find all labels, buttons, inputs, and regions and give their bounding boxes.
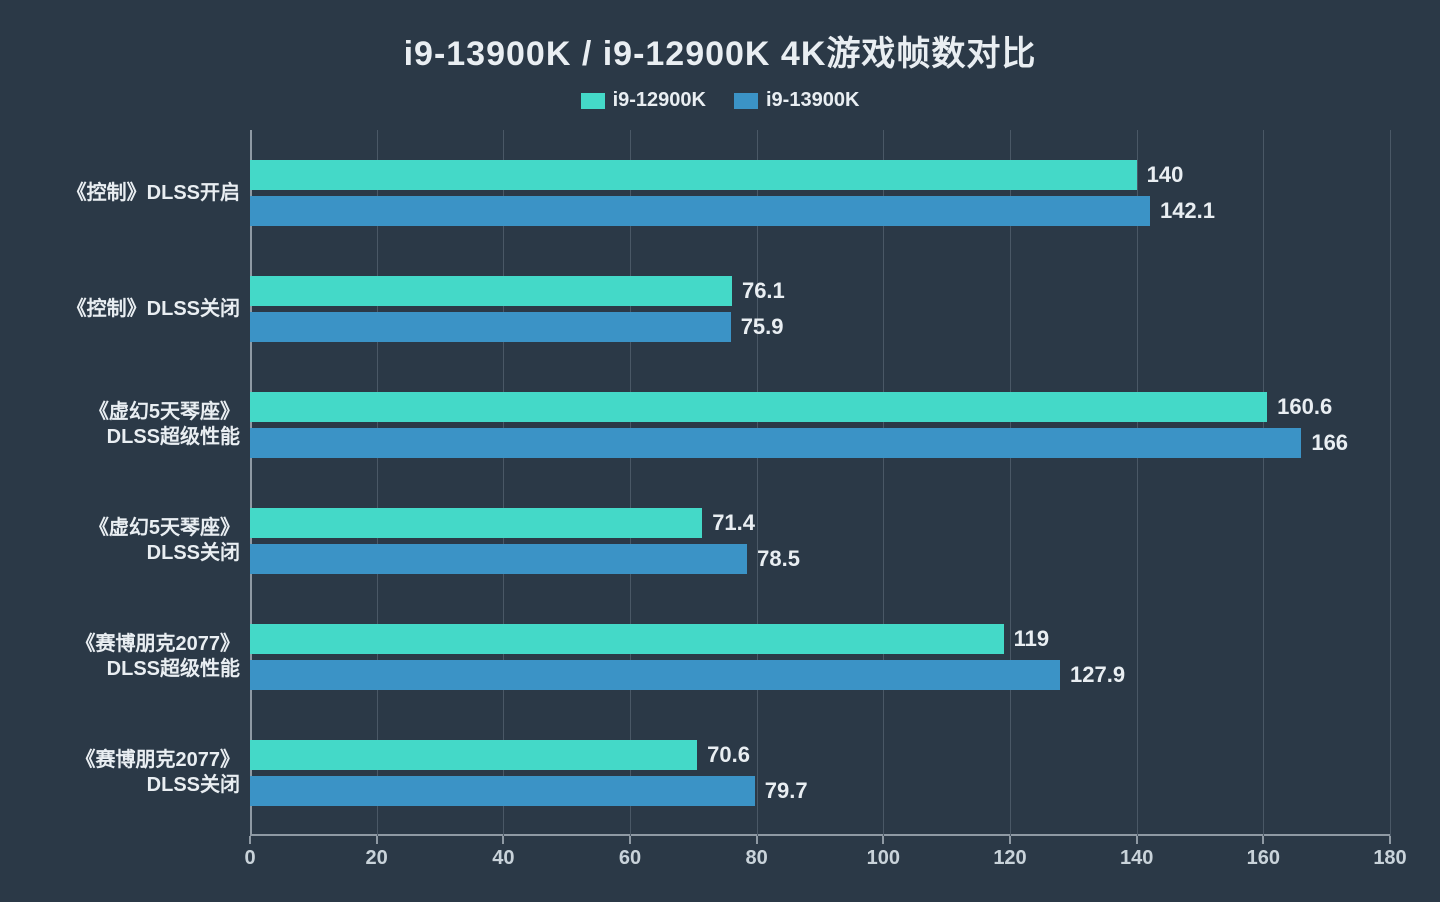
- bar: [250, 740, 697, 770]
- y-axis-label: 《虚幻5天琴座》 DLSS超级性能: [89, 392, 240, 458]
- bar-value-label: 79.7: [765, 778, 808, 804]
- y-axis-line: [250, 130, 252, 836]
- legend: i9-12900K i9-13900K: [50, 89, 1390, 112]
- bar-value-label: 70.6: [707, 742, 750, 768]
- bar-value-label: 127.9: [1070, 662, 1125, 688]
- legend-label-13900k: i9-13900K: [766, 89, 859, 112]
- grid-line: [883, 130, 884, 836]
- x-tick: [1262, 836, 1264, 844]
- bar: [250, 660, 1060, 690]
- chart-container: i9-13900K / i9-12900K 4K游戏帧数对比 i9-12900K…: [0, 0, 1440, 902]
- x-tick-label: 120: [993, 847, 1026, 870]
- plot: 020406080100120140160180140142.176.175.9…: [250, 130, 1390, 870]
- bar: [250, 508, 702, 538]
- x-tick-label: 140: [1120, 847, 1153, 870]
- legend-swatch-13900k: [734, 93, 758, 109]
- grid-line: [1390, 130, 1391, 836]
- grid-line: [1263, 130, 1264, 836]
- bar-value-label: 119: [1014, 626, 1050, 652]
- bar: [250, 544, 747, 574]
- x-tick-label: 60: [619, 847, 641, 870]
- bar: [250, 776, 755, 806]
- grid-line: [1137, 130, 1138, 836]
- x-tick: [1389, 836, 1391, 844]
- bar-value-label: 166: [1311, 430, 1348, 456]
- grid-line: [757, 130, 758, 836]
- bar-value-label: 71.4: [712, 510, 755, 536]
- bar: [250, 196, 1150, 226]
- y-axis-label: 《赛博朋克2077》 DLSS关闭: [76, 740, 241, 806]
- x-axis-line: [250, 834, 1390, 836]
- y-axis-label: 《赛博朋克2077》 DLSS超级性能: [76, 624, 241, 690]
- x-tick-label: 80: [746, 847, 768, 870]
- bar-value-label: 140: [1147, 162, 1184, 188]
- y-axis-label: 《虚幻5天琴座》 DLSS关闭: [89, 508, 240, 574]
- bar-value-label: 78.5: [757, 546, 800, 572]
- legend-label-12900k: i9-12900K: [613, 89, 706, 112]
- grid-line: [377, 130, 378, 836]
- x-tick-label: 20: [366, 847, 388, 870]
- bar-value-label: 76.1: [742, 278, 785, 304]
- bar: [250, 624, 1004, 654]
- grid-line: [1010, 130, 1011, 836]
- bar: [250, 312, 731, 342]
- x-tick: [1136, 836, 1138, 844]
- chart-title: i9-13900K / i9-12900K 4K游戏帧数对比: [50, 26, 1390, 75]
- bar: [250, 160, 1137, 190]
- legend-swatch-12900k: [581, 93, 605, 109]
- bar: [250, 428, 1301, 458]
- x-tick: [882, 836, 884, 844]
- bar: [250, 276, 732, 306]
- grid-line: [630, 130, 631, 836]
- bar-value-label: 75.9: [741, 314, 784, 340]
- x-tick: [629, 836, 631, 844]
- x-tick-label: 0: [244, 847, 255, 870]
- x-tick: [502, 836, 504, 844]
- y-axis-labels: 《控制》DLSS开启《控制》DLSS关闭《虚幻5天琴座》 DLSS超级性能《虚幻…: [50, 130, 250, 870]
- grid-line: [503, 130, 504, 836]
- x-tick-label: 160: [1247, 847, 1280, 870]
- x-tick: [756, 836, 758, 844]
- bar-value-label: 142.1: [1160, 198, 1215, 224]
- x-tick: [376, 836, 378, 844]
- x-tick-label: 40: [492, 847, 514, 870]
- plot-area: 《控制》DLSS开启《控制》DLSS关闭《虚幻5天琴座》 DLSS超级性能《虚幻…: [50, 130, 1390, 870]
- bar-value-label: 160.6: [1277, 394, 1332, 420]
- x-tick-label: 180: [1373, 847, 1406, 870]
- y-axis-label: 《控制》DLSS关闭: [67, 276, 240, 342]
- bar: [250, 392, 1267, 422]
- y-axis-label: 《控制》DLSS开启: [67, 160, 240, 226]
- legend-item-12900k: i9-12900K: [581, 89, 706, 112]
- legend-item-13900k: i9-13900K: [734, 89, 859, 112]
- x-tick: [249, 836, 251, 844]
- x-tick-label: 100: [867, 847, 900, 870]
- x-tick: [1009, 836, 1011, 844]
